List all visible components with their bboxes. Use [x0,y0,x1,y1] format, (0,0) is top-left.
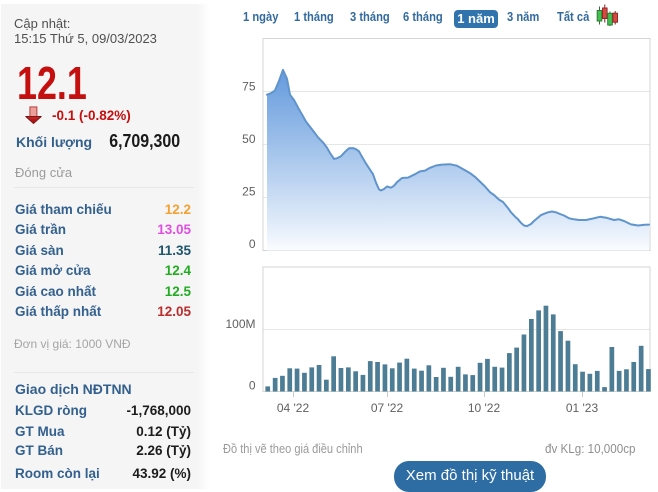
svg-text:75: 75 [242,80,256,94]
svg-text:04 '22: 04 '22 [277,401,310,415]
svg-text:10 '22: 10 '22 [468,401,501,415]
svg-text:01 '23: 01 '23 [566,401,599,415]
svg-text:100M: 100M [225,317,255,331]
svg-text:50: 50 [242,132,256,146]
svg-text:25: 25 [242,184,256,198]
svg-text:07 '22: 07 '22 [371,401,404,415]
svg-text:0: 0 [249,379,256,393]
svg-text:0: 0 [249,237,256,251]
